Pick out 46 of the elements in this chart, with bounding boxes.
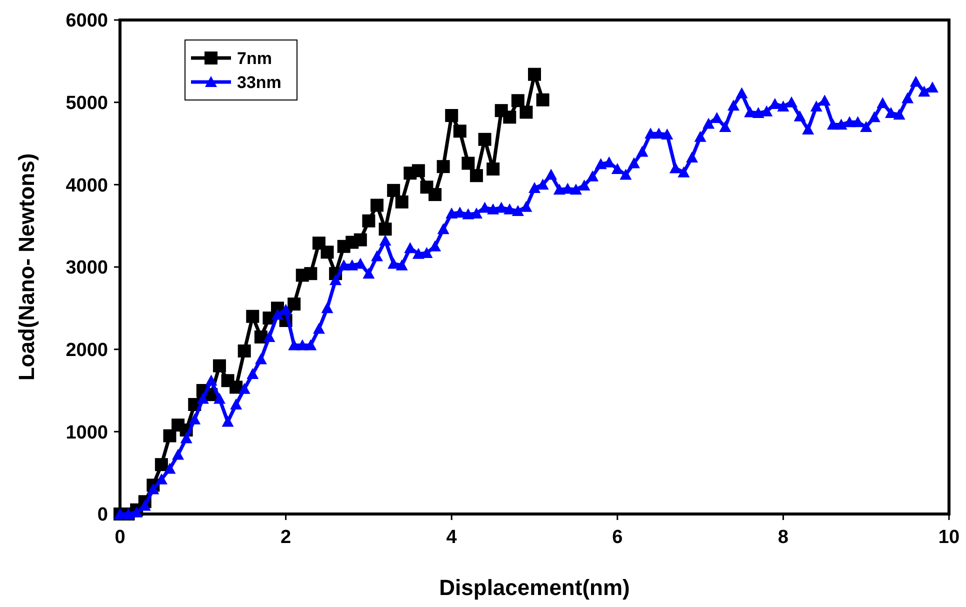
point xyxy=(154,458,168,472)
y-tick-label: 1000 xyxy=(66,422,108,444)
x-tick-label: 10 xyxy=(938,527,960,548)
point xyxy=(304,267,318,280)
point xyxy=(503,110,516,124)
point xyxy=(462,156,475,170)
point xyxy=(288,298,301,311)
y-tick-label: 3000 xyxy=(66,258,108,279)
legend-label: 7nm xyxy=(237,48,272,68)
point xyxy=(445,109,458,122)
point xyxy=(412,164,425,178)
point xyxy=(238,344,251,358)
point xyxy=(320,246,334,259)
point xyxy=(163,429,176,442)
point xyxy=(486,162,500,176)
point xyxy=(470,169,483,182)
y-tick-label: 5000 xyxy=(66,92,108,114)
point xyxy=(428,188,442,202)
y-tick-label: 4000 xyxy=(66,175,108,196)
x-tick-label: 0 xyxy=(114,527,126,548)
x-tick-label: 8 xyxy=(778,527,788,548)
x-tick-label: 6 xyxy=(612,527,623,548)
point xyxy=(536,93,550,106)
point xyxy=(478,132,492,146)
point xyxy=(453,124,466,138)
point xyxy=(378,222,392,236)
point xyxy=(362,214,376,228)
point xyxy=(511,94,524,108)
point xyxy=(230,380,243,394)
x-tick-label: 4 xyxy=(446,527,458,548)
point xyxy=(212,359,226,372)
y-tick-label: 6000 xyxy=(66,10,108,32)
y-tick-label: 0 xyxy=(97,504,108,526)
legend-label: 33nm xyxy=(237,72,282,92)
point xyxy=(528,68,541,81)
point xyxy=(387,184,400,197)
x-tick-label: 2 xyxy=(280,527,292,548)
point xyxy=(436,160,450,174)
point xyxy=(520,106,533,119)
x-axis-title: Displacement(nm) xyxy=(439,575,630,600)
point xyxy=(246,310,260,323)
point xyxy=(395,195,408,208)
y-tick-label: 2000 xyxy=(66,340,108,361)
y-axis-title: Load(Nano- Newtons) xyxy=(14,153,39,381)
point xyxy=(370,198,384,212)
point xyxy=(354,233,367,246)
